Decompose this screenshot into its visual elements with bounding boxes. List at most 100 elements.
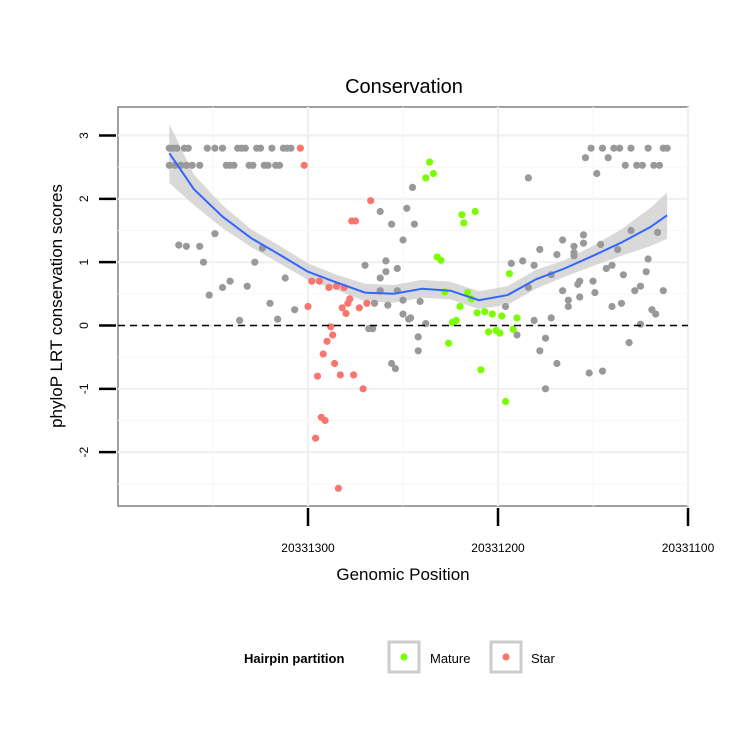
y-tick-label: 2 [77,195,91,202]
point-other [636,282,645,290]
point-star [331,359,339,368]
point-other [633,161,641,169]
point-mature [456,302,464,311]
point-other [226,277,234,285]
point-other [564,302,572,311]
point-other [553,251,561,259]
point-other [547,314,555,322]
point-other [260,161,268,169]
point-star [325,283,333,292]
point-other [245,161,253,169]
point-other [414,347,422,355]
y-tick-label: 3 [77,132,91,139]
x-tick-label: 20331200 [471,541,525,555]
point-other [382,257,390,265]
point-mature [445,339,453,347]
point-other [642,268,650,276]
y-axis-title: phyloP LRT conservation scores [47,184,66,428]
point-mature [509,325,517,333]
legend-item-mature: Mature [387,640,470,674]
point-other [644,255,652,263]
legend-label-mature: Mature [430,651,470,666]
point-other [408,183,417,191]
point-other [631,287,639,295]
point-mature [477,366,485,374]
point-other [274,315,282,323]
point-mature [488,310,496,318]
point-other [281,274,289,282]
point-other [644,144,652,152]
x-tick-label: 20331100 [662,541,715,555]
point-other [587,144,595,152]
point-star [304,302,312,311]
point-other [541,334,550,342]
point-other [199,258,208,266]
point-other [598,144,607,152]
point-other [196,161,204,169]
point-other [598,367,607,375]
point-star [342,309,350,318]
point-other [654,228,662,236]
point-mature [481,308,489,316]
point-mature [429,169,437,178]
point-mature [437,256,445,264]
point-other [597,240,605,248]
point-other [502,302,510,311]
point-other [399,236,407,244]
point-other [203,144,211,152]
legend-title: Hairpin partition [244,651,344,666]
point-other [530,316,538,324]
point-star [313,372,322,380]
point-other [184,144,192,152]
point-other [251,258,259,266]
point-other [266,299,274,307]
smooth-line [168,152,668,302]
point-other [593,169,601,178]
point-mature [460,219,468,227]
point-star [296,144,304,152]
point-other [507,259,515,267]
point-other [604,154,612,162]
point-other [636,320,645,328]
point-other [230,161,238,169]
point-other [608,261,616,269]
y-tick-label: 1 [77,259,91,266]
point-other [591,289,599,297]
point-mature [473,309,481,317]
point-other [236,316,244,324]
point-other [384,301,392,309]
point-other [388,220,396,228]
point-other [576,293,584,301]
point-other [182,242,190,250]
point-other [553,359,561,368]
point-other [391,365,399,373]
point-other [382,268,390,276]
point-other [619,271,628,279]
x-axis: 20331300 20331200 20331100 [281,508,715,555]
point-other [175,241,183,249]
point-other [416,297,424,305]
point-mature [484,328,493,336]
point-other [393,264,401,273]
point-other [652,310,660,318]
point-other [524,174,533,182]
x-axis-title: Genomic Position [336,565,469,584]
point-other [602,264,610,273]
legend-item-star: Star [489,640,556,674]
y-tick-label: -1 [77,383,91,394]
point-other [370,299,379,307]
point-star [300,161,308,169]
point-star [350,371,358,379]
point-other [388,359,396,368]
point-other [376,274,384,282]
point-mature [505,270,513,278]
point-other [536,245,544,254]
point-other [659,287,667,295]
point-star [346,295,354,303]
point-mature [452,316,460,324]
point-star [359,385,367,393]
point-other [621,161,629,169]
point-other [218,283,227,292]
point-star [312,434,320,442]
